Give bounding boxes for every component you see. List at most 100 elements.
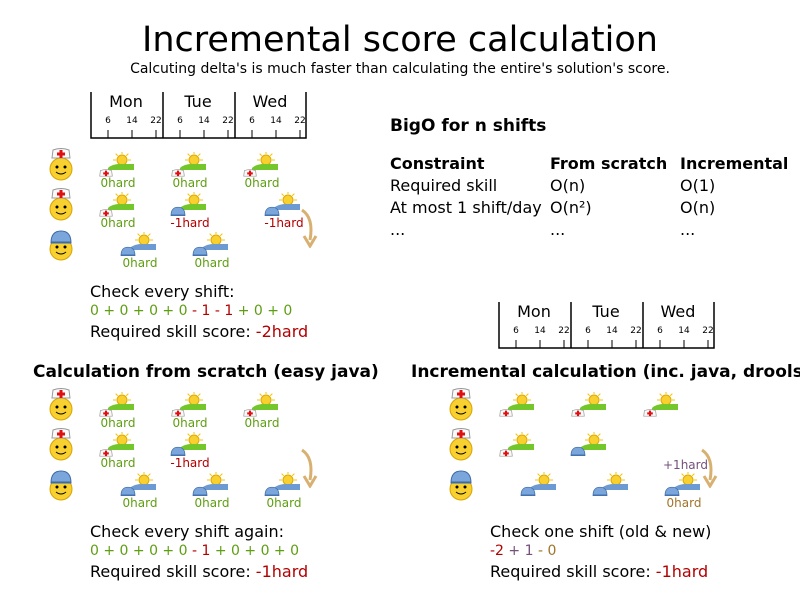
day-label-mon: Mon: [109, 92, 143, 111]
hour-tick: 14: [606, 326, 618, 336]
result-label: Required skill score:: [90, 562, 256, 581]
shift-icon: [98, 391, 138, 424]
shift-icon: [264, 191, 304, 224]
result: Required skill score: -2hard: [90, 322, 308, 341]
shift-score: 0hard: [194, 496, 230, 510]
hour-tick: 22: [294, 116, 306, 126]
score-sum: 0 + 0 + 0 + 0 - 1 + 0 + 0 + 0: [90, 543, 299, 559]
shift-icon: [264, 471, 304, 504]
shift-score: 0hard: [666, 496, 702, 510]
subtitle: Calcuting delta's is much faster than ca…: [130, 61, 670, 77]
timeline-ruler: Mon 6 14 22 Tue 6 14 22 Wed 6 14 22: [90, 92, 307, 140]
hour-tick: 14: [678, 326, 690, 336]
cell: O(n): [680, 198, 716, 217]
timeline-ruler: Mon 6 14 22 Tue 6 14 22 Wed 6 14 22: [498, 302, 715, 350]
result-label: Required skill score:: [490, 562, 656, 581]
reassign-arrow-icon: [298, 448, 322, 492]
hour-tick: 22: [222, 116, 234, 126]
shift-icon: [98, 431, 138, 464]
table-row: Required skill O(n) O(1): [390, 176, 788, 198]
hour-tick: 22: [630, 326, 642, 336]
sum-term: 0 + 0 + 0 + 0: [90, 303, 188, 319]
table-row: .........: [390, 220, 788, 242]
title: Incremental score calculation: [142, 20, 658, 60]
hour-tick: 6: [105, 116, 111, 126]
hour-tick: 14: [270, 116, 282, 126]
shift-icon: [170, 391, 210, 424]
nurse-employee-icon: [46, 148, 76, 186]
shift-icon: [242, 151, 282, 184]
result: Required skill score: -1hard: [90, 562, 308, 581]
shift-score: 0hard: [100, 176, 136, 190]
shift-icon: [192, 471, 232, 504]
hour-tick: 22: [558, 326, 570, 336]
cell: O(n²): [550, 198, 592, 217]
result-value: -1hard: [655, 562, 709, 581]
reassign-arrow-icon: [298, 208, 322, 252]
hour-tick: 22: [150, 116, 162, 126]
shift-icon: [98, 151, 138, 184]
shift-score: 0hard: [100, 416, 136, 430]
cell: At most 1 shift/day: [390, 198, 542, 217]
day-label-tue: Tue: [184, 92, 212, 111]
shift-icon: [592, 471, 632, 504]
shift-score: 0hard: [194, 256, 230, 270]
cell: ...: [680, 220, 696, 239]
hour-tick: 6: [249, 116, 255, 126]
shift-icon: [120, 231, 160, 264]
shift-score: 0hard: [266, 496, 302, 510]
nurse-employee-icon: [46, 388, 76, 426]
shift-score: -1hard: [170, 216, 210, 230]
hour-tick: 14: [198, 116, 210, 126]
shift-icon: [498, 431, 538, 464]
shift-score: -1hard: [170, 456, 210, 470]
shift-icon: [664, 471, 704, 504]
shift-score: 0hard: [122, 496, 158, 510]
shift-icon: [170, 191, 210, 224]
shift-icon: [242, 391, 282, 424]
shift-icon: [498, 391, 538, 424]
day-label-wed: Wed: [660, 302, 696, 321]
cell: ...: [550, 220, 566, 239]
sum-term: + 1: [503, 543, 538, 559]
sum-term: -2: [490, 543, 504, 559]
sum-term: - 0: [537, 543, 557, 559]
nurse-employee-icon: [446, 428, 476, 466]
header-from-scratch: From scratch: [550, 154, 668, 173]
shift-icon: [170, 431, 210, 464]
hour-tick: 14: [534, 326, 546, 336]
hour-tick: 22: [702, 326, 714, 336]
shift-score: -1hard: [264, 216, 304, 230]
shift-score: 0hard: [172, 176, 208, 190]
incremental-heading: Incremental calculation (inc. java, droo…: [411, 362, 800, 382]
hour-tick: 6: [657, 326, 663, 336]
nurse-employee-icon: [446, 388, 476, 426]
shift-icon: [570, 391, 610, 424]
result-value: -2hard: [255, 322, 309, 341]
shift-icon: [570, 431, 610, 464]
shift-score: 0hard: [244, 176, 280, 190]
sum-term: - 1: [187, 543, 215, 559]
cell: O(1): [680, 176, 716, 195]
table-header-row: Constraint From scratch Incremental: [390, 154, 788, 176]
cell: ...: [390, 220, 406, 239]
cell: Required skill: [390, 176, 498, 195]
header-incremental: Incremental: [680, 154, 789, 173]
reassign-arrow-icon: [698, 448, 722, 492]
shift-score: 0hard: [244, 416, 280, 430]
ruler-lines: [498, 302, 715, 349]
header-constraint: Constraint: [390, 154, 485, 173]
sum-term: - 1 - 1: [187, 303, 238, 319]
sum-term: + 0 + 0 + 0: [214, 543, 300, 559]
result-label: Required skill score:: [90, 322, 256, 341]
bigo-table: Constraint From scratch Incremental Requ…: [390, 154, 788, 242]
day-label-mon: Mon: [517, 302, 551, 321]
score-sum: -2 + 1 - 0: [490, 543, 556, 559]
shift-score: 0hard: [122, 256, 158, 270]
sum-term: + 0 + 0: [237, 303, 293, 319]
shift-score: 0hard: [100, 456, 136, 470]
nurse-employee-icon: [46, 428, 76, 466]
delta-label: +1hard: [663, 458, 708, 472]
shift-score: 0hard: [172, 416, 208, 430]
